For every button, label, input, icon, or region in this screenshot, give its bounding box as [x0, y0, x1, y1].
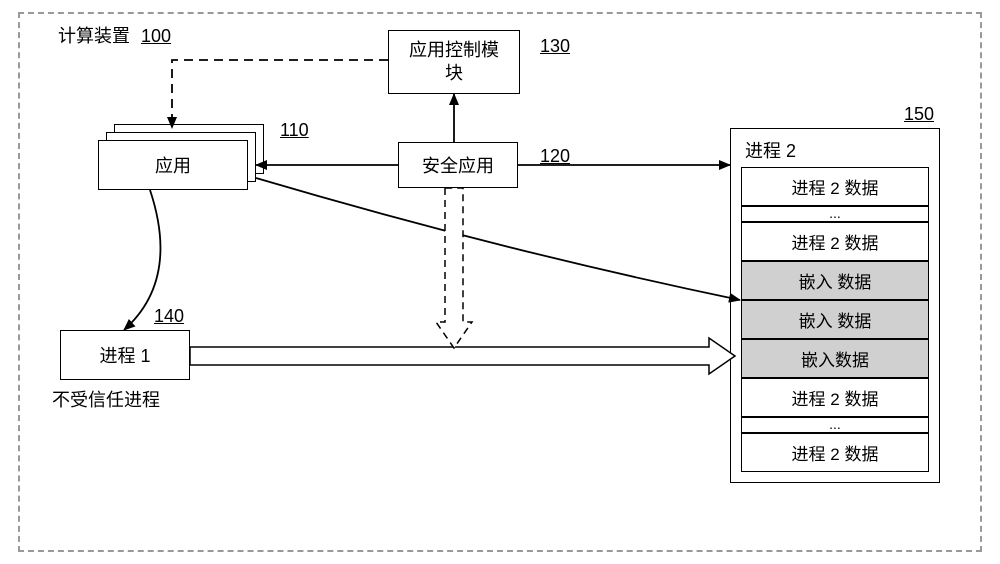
process2-data-row: 进程 2 数据 — [741, 378, 929, 417]
ref-150: 150 — [904, 104, 934, 125]
node-process2: 进程 2 进程 2 数据...进程 2 数据嵌入 数据嵌入 数据嵌入数据进程 2… — [730, 128, 940, 483]
process2-rows: 进程 2 数据...进程 2 数据嵌入 数据嵌入 数据嵌入数据进程 2 数据..… — [741, 167, 929, 472]
app-label: 应用 — [155, 152, 191, 178]
process1-caption: 不受信任进程 — [52, 386, 160, 412]
ellipsis-row: ... — [741, 417, 929, 433]
title-text: 计算装置 — [58, 26, 130, 46]
ref-140: 140 — [154, 306, 184, 327]
process2-data-row: 进程 2 数据 — [741, 222, 929, 261]
node-security-app: 安全应用 — [398, 142, 518, 188]
diagram-title: 计算装置 100 — [58, 22, 171, 48]
security-app-label: 安全应用 — [422, 152, 494, 178]
node-app-control: 应用控制模 块 — [388, 30, 520, 94]
embedded-data-row: 嵌入 数据 — [741, 261, 929, 300]
ref-120: 120 — [540, 146, 570, 167]
ref-130: 130 — [540, 36, 570, 57]
app-control-label: 应用控制模 块 — [409, 39, 499, 86]
embedded-data-row: 嵌入 数据 — [741, 300, 929, 339]
node-process1: 进程 1 — [60, 330, 190, 380]
process2-title: 进程 2 — [741, 137, 929, 163]
ellipsis-row: ... — [741, 206, 929, 222]
title-ref: 100 — [141, 26, 171, 46]
embedded-data-row: 嵌入数据 — [741, 339, 929, 378]
process2-data-row: 进程 2 数据 — [741, 167, 929, 206]
node-app: 应用 — [98, 140, 248, 190]
process1-label: 进程 1 — [99, 342, 150, 368]
ref-110: 110 — [280, 120, 309, 141]
process2-data-row: 进程 2 数据 — [741, 433, 929, 472]
